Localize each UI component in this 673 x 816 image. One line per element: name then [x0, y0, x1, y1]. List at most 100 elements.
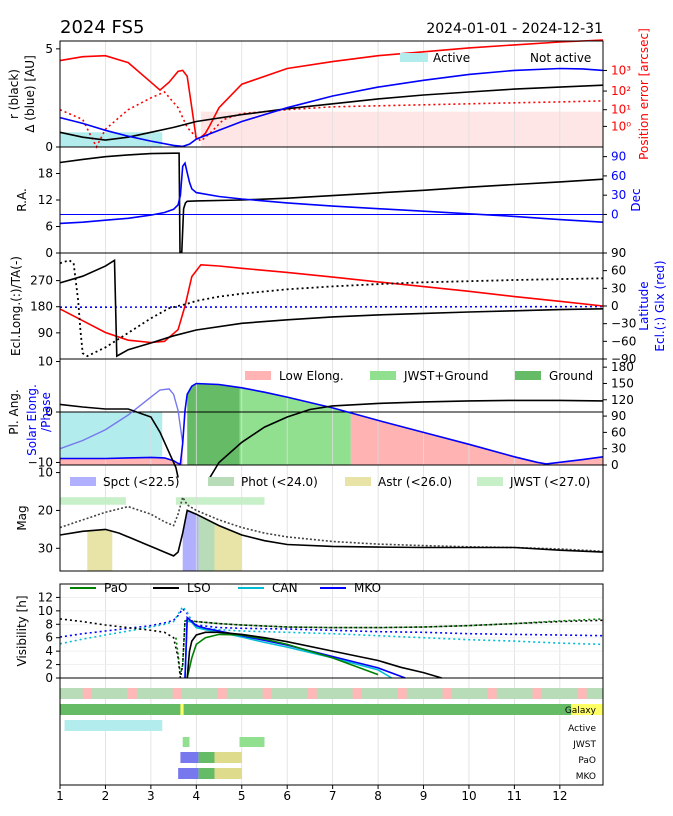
y-tick-label-right: 180: [611, 360, 634, 374]
y-tick-label-right: 10³: [611, 63, 631, 77]
legend-swatch: [70, 477, 96, 486]
legend-label: Phot (<24.0): [241, 475, 318, 489]
y-label-ecl-long: Ecl.Long.(:)/TA(-): [9, 256, 23, 356]
y-tick-label: 6: [45, 220, 53, 234]
ground-area: [187, 383, 240, 465]
y-tick-label-right: 30: [611, 442, 626, 456]
x-tick-label: 8: [374, 789, 382, 803]
row-label-galaxy: Galaxy: [565, 706, 597, 716]
jwst_top_a-band: [60, 497, 126, 505]
y-label-delta: Δ (blue) [AU]: [23, 55, 37, 133]
x-tick-label: 1: [56, 789, 64, 803]
r-line: [59, 84, 604, 141]
row-label-mko: MKO: [576, 772, 596, 782]
can-dotted-line: [59, 605, 604, 646]
y-tick-label: 0: [45, 671, 53, 685]
phot-area: [198, 515, 215, 571]
astr-area: [87, 529, 113, 571]
elongation-line: [60, 382, 604, 465]
plang-line-2: [209, 399, 604, 479]
legend-swatch: [245, 371, 271, 380]
y-tick-label: 18: [38, 167, 53, 181]
y-tick-label-right: 30: [611, 281, 626, 295]
pao-row-segment: [214, 752, 242, 763]
plang-line: [59, 403, 179, 478]
y-tick-label: 90: [38, 326, 53, 340]
y-tick-label: 12: [38, 590, 53, 604]
y-tick-label: 10: [38, 355, 53, 369]
moon-pink-segment: [577, 688, 587, 699]
y-tick-label-right: −60: [611, 334, 636, 348]
y-label-ra: R.A.: [15, 188, 29, 212]
y-label-dec: Dec: [629, 188, 643, 211]
y-label-glx: Ecl.(:) Glx (red): [653, 260, 667, 351]
y-tick-label-right: 120: [611, 393, 634, 407]
legend-label: Low Elong.: [279, 369, 344, 383]
x-tick-label: 2: [102, 789, 110, 803]
y-label-visibility: Visibility [h]: [15, 595, 29, 666]
legend-swatch: [208, 477, 234, 486]
x-tick-label: 5: [238, 789, 246, 803]
moon-pink-segment: [307, 688, 317, 699]
y-label-r: r (black): [7, 69, 21, 119]
low_elong2-area: [350, 412, 603, 465]
y-tick-label: 180: [30, 300, 53, 314]
y-tick-label: 5: [45, 42, 53, 56]
y-tick-label: 8: [45, 617, 53, 631]
legend-label: CAN: [272, 581, 298, 595]
y-tick-label-right: 10²: [611, 84, 631, 98]
y-label-pl-ang: Pl. Ang.: [7, 389, 21, 434]
pink-band: [200, 111, 603, 147]
moon-pink-segment: [82, 688, 92, 699]
galaxy-yellow-segment: [180, 704, 184, 715]
page-title: 2024 FS5: [60, 17, 144, 38]
y-tick-label: 10: [38, 604, 53, 618]
legend-not-active-label: Not active: [530, 51, 591, 65]
y-label-mag: Mag: [15, 505, 29, 530]
legend-swatch: [370, 371, 396, 380]
y-tick-label-right: 90: [611, 246, 626, 260]
true-anomaly-line: [59, 258, 604, 358]
active-row-segment: [64, 720, 163, 731]
row-label-active: Active: [568, 724, 596, 734]
y-tick-label: 10: [38, 466, 53, 480]
y-tick-label-right: 0: [611, 207, 619, 221]
pao-dotted-line: [175, 618, 604, 675]
y-tick-label: 20: [38, 503, 53, 517]
panel-radec-frame: [59, 146, 604, 254]
legend-label: JWST (<27.0): [509, 475, 590, 489]
y-tick-label: 0: [45, 246, 53, 260]
moon-pink-segment: [172, 688, 182, 699]
x-tick-label: 11: [507, 789, 522, 803]
y-tick-label: 12: [38, 193, 53, 207]
y-tick-label-right: 60: [611, 169, 626, 183]
moon-pink-segment: [352, 688, 362, 699]
y-label-latitude: Latitude: [637, 281, 651, 330]
galaxy-yellow-segment: [571, 704, 603, 715]
legend-swatch: [515, 371, 541, 380]
y-tick-label: 30: [38, 541, 53, 555]
moon-pink-segment: [262, 688, 272, 699]
y-tick-label-right: 0: [611, 458, 619, 472]
legend-label: Ground: [549, 369, 593, 383]
row-label-jwst: JWST: [572, 740, 596, 750]
y-tick-label: 0: [45, 140, 53, 154]
ecl-lat-dotted-line: [59, 305, 604, 308]
x-tick-label: 12: [552, 789, 567, 803]
mko-dotted-line: [59, 607, 604, 638]
legend-label: Spct (<22.5): [103, 475, 180, 489]
y-label-phase: /Phase: [39, 392, 53, 432]
moon-pink-segment: [127, 688, 137, 699]
y-tick-label-right: 10⁰: [611, 119, 631, 133]
panel-mag-frame: [59, 464, 604, 572]
mag-dotted-line: [59, 495, 604, 553]
low_elong-area: [60, 443, 183, 465]
mko-row-segment: [198, 768, 215, 779]
pao-row-segment: [198, 752, 215, 763]
panel-bands-frame: [59, 677, 604, 786]
galaxy-row: [60, 704, 603, 715]
y-tick-label: −10: [28, 455, 53, 469]
phase-line: [59, 388, 184, 450]
x-tick-label: 9: [420, 789, 428, 803]
